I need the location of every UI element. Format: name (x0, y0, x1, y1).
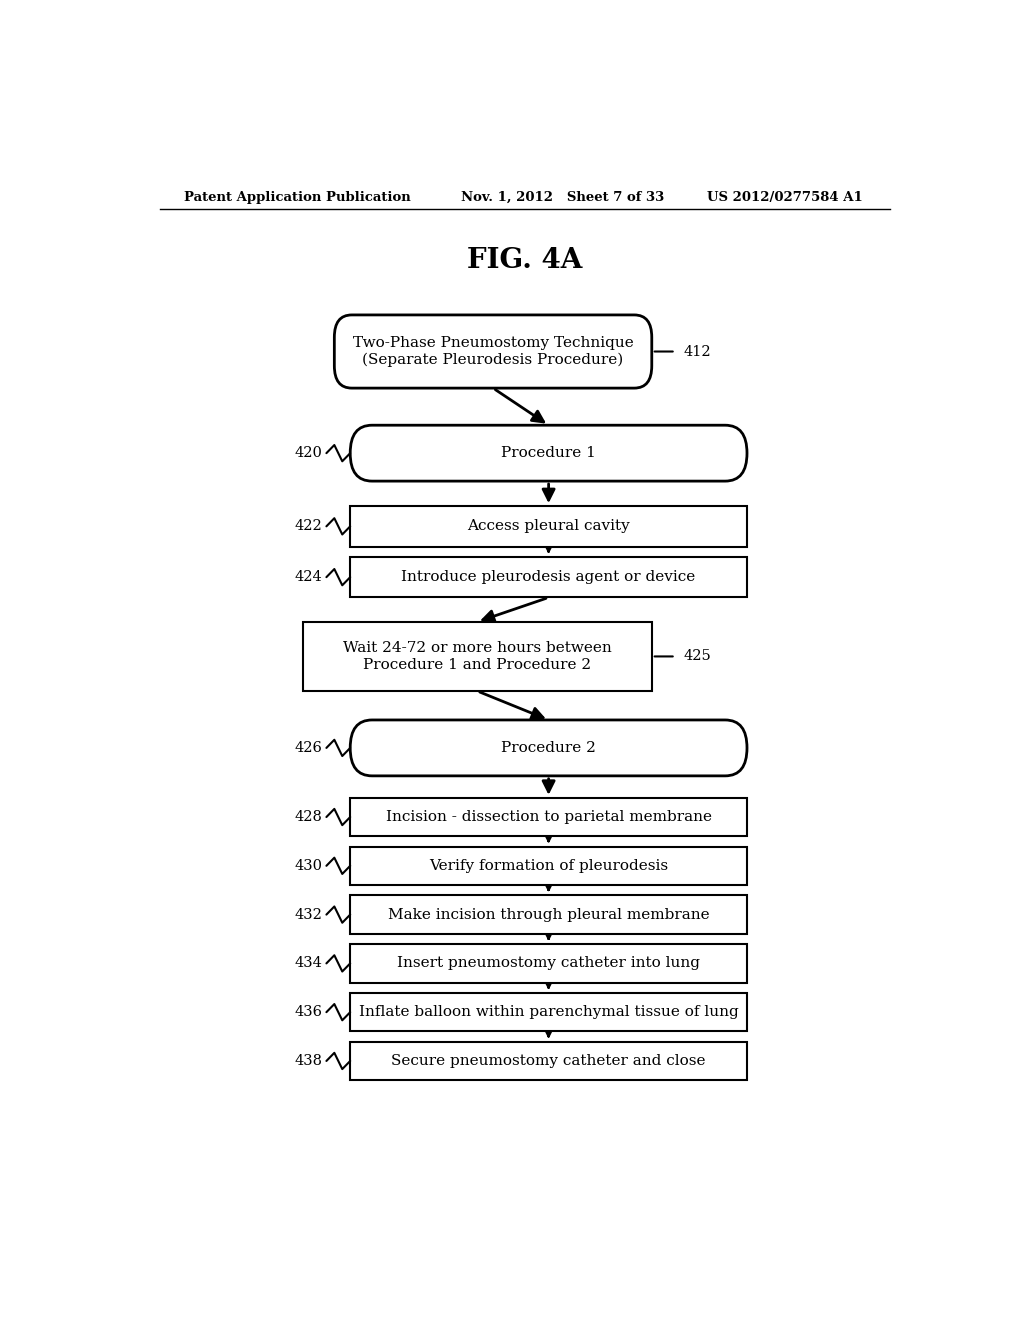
Text: Secure pneumostomy catheter and close: Secure pneumostomy catheter and close (391, 1053, 706, 1068)
Text: Access pleural cavity: Access pleural cavity (467, 519, 630, 533)
Text: Introduce pleurodesis agent or device: Introduce pleurodesis agent or device (401, 570, 695, 585)
Text: 426: 426 (295, 741, 323, 755)
Bar (350, 1041, 748, 1080)
Text: 412: 412 (684, 345, 711, 359)
Text: Wait 24-72 or more hours between
Procedure 1 and Procedure 2: Wait 24-72 or more hours between Procedu… (343, 642, 611, 672)
Bar (350, 506, 748, 546)
Text: 438: 438 (295, 1053, 323, 1068)
FancyBboxPatch shape (350, 425, 748, 480)
Text: Insert pneumostomy catheter into lung: Insert pneumostomy catheter into lung (397, 957, 700, 970)
Bar (350, 846, 748, 886)
Text: 436: 436 (295, 1005, 323, 1019)
Text: Nov. 1, 2012   Sheet 7 of 33: Nov. 1, 2012 Sheet 7 of 33 (461, 190, 665, 203)
Text: 424: 424 (295, 570, 323, 585)
Text: 428: 428 (295, 810, 323, 824)
Bar (303, 622, 652, 690)
Text: Procedure 2: Procedure 2 (501, 741, 596, 755)
Text: US 2012/0277584 A1: US 2012/0277584 A1 (708, 190, 863, 203)
Text: Patent Application Publication: Patent Application Publication (183, 190, 411, 203)
Text: Procedure 1: Procedure 1 (501, 446, 596, 461)
Text: 420: 420 (295, 446, 323, 461)
Text: 430: 430 (295, 859, 323, 873)
Text: 432: 432 (295, 908, 323, 921)
FancyBboxPatch shape (350, 719, 748, 776)
Bar (350, 993, 748, 1031)
Text: 422: 422 (295, 519, 323, 533)
Text: Make incision through pleural membrane: Make incision through pleural membrane (388, 908, 710, 921)
Text: 425: 425 (684, 649, 712, 664)
Text: Two-Phase Pneumostomy Technique
(Separate Pleurodesis Procedure): Two-Phase Pneumostomy Technique (Separat… (352, 337, 634, 367)
Bar (350, 557, 748, 598)
Text: Inflate balloon within parenchymal tissue of lung: Inflate balloon within parenchymal tissu… (358, 1005, 738, 1019)
Bar (350, 944, 748, 982)
Text: 434: 434 (295, 957, 323, 970)
Text: Verify formation of pleurodesis: Verify formation of pleurodesis (429, 859, 669, 873)
FancyBboxPatch shape (334, 315, 652, 388)
Text: Incision - dissection to parietal membrane: Incision - dissection to parietal membra… (386, 810, 712, 824)
Text: FIG. 4A: FIG. 4A (467, 247, 583, 273)
Bar (350, 797, 748, 837)
Bar (350, 895, 748, 935)
